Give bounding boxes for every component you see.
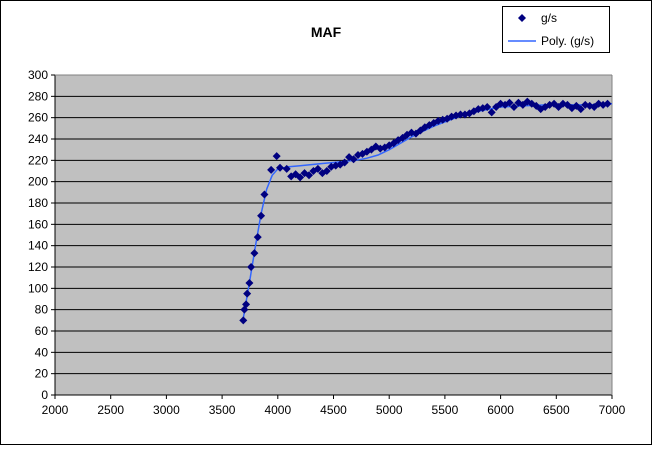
data-point (576, 105, 585, 114)
chart-title: MAF (311, 24, 342, 40)
x-tick-label: 7000 (599, 403, 626, 417)
y-tick-label: 0 (41, 388, 48, 402)
y-tick-label: 60 (35, 324, 49, 338)
data-point (483, 103, 492, 111)
x-tick-label: 2000 (42, 403, 69, 417)
data-point (242, 300, 251, 309)
data-point (282, 164, 291, 173)
y-tick-label: 80 (35, 303, 49, 317)
data-point (304, 171, 313, 180)
x-tick-label: 3500 (209, 403, 236, 417)
y-tick-label: 240 (28, 132, 48, 146)
legend-label-series-2: Poly. (g/s) (541, 34, 594, 48)
data-point (456, 110, 465, 119)
y-tick-label: 260 (28, 111, 48, 125)
x-tick-label: 4500 (320, 403, 347, 417)
x-tick-label: 4000 (264, 403, 291, 417)
data-point (253, 233, 262, 242)
x-tick-label: 2500 (97, 403, 124, 417)
data-point (260, 190, 269, 199)
y-tick-label: 140 (28, 239, 48, 253)
data-point (313, 164, 322, 173)
data-point (247, 263, 256, 271)
y-tick-label: 220 (28, 153, 48, 167)
y-tick-label: 120 (28, 260, 48, 274)
data-point (257, 211, 266, 220)
data-point (267, 165, 276, 174)
x-tick-label: 6500 (543, 403, 570, 417)
legend: g/s Poly. (g/s) (502, 6, 610, 53)
data-point (603, 99, 612, 108)
legend-label-series-1: g/s (541, 11, 557, 25)
x-tick-label: 5500 (432, 403, 459, 417)
data-point (243, 289, 252, 298)
y-tick-label: 280 (28, 89, 48, 103)
data-point (245, 279, 254, 287)
y-tick-label: 300 (28, 68, 48, 82)
x-tick-label: 5000 (376, 403, 403, 417)
data-point (239, 316, 248, 325)
plot-background (55, 75, 612, 395)
y-tick-label: 200 (28, 175, 48, 189)
data-point (416, 126, 425, 135)
data-point (505, 98, 514, 107)
data-point (272, 152, 281, 161)
plot-area: 0 20 40 60 80 100 120 140 160 180 200 220 240 260 280 3… (28, 68, 626, 417)
legend-marker-diamond-icon (518, 14, 526, 22)
data-point (322, 167, 331, 175)
y-tick-label: 20 (35, 367, 49, 381)
data-point (250, 249, 259, 258)
data-point (509, 103, 518, 111)
y-tick-label: 160 (28, 217, 48, 231)
data-point (276, 163, 285, 172)
data-point (296, 173, 305, 182)
y-tick-label: 100 (28, 281, 48, 295)
y-tick-label: 40 (35, 345, 49, 359)
x-tick-label: 3000 (153, 403, 180, 417)
legend-box (502, 6, 610, 53)
data-point (487, 108, 496, 117)
data-point (340, 158, 349, 167)
data-point (349, 155, 358, 164)
y-tick-label: 180 (28, 196, 48, 210)
x-tick-label: 6000 (487, 403, 514, 417)
